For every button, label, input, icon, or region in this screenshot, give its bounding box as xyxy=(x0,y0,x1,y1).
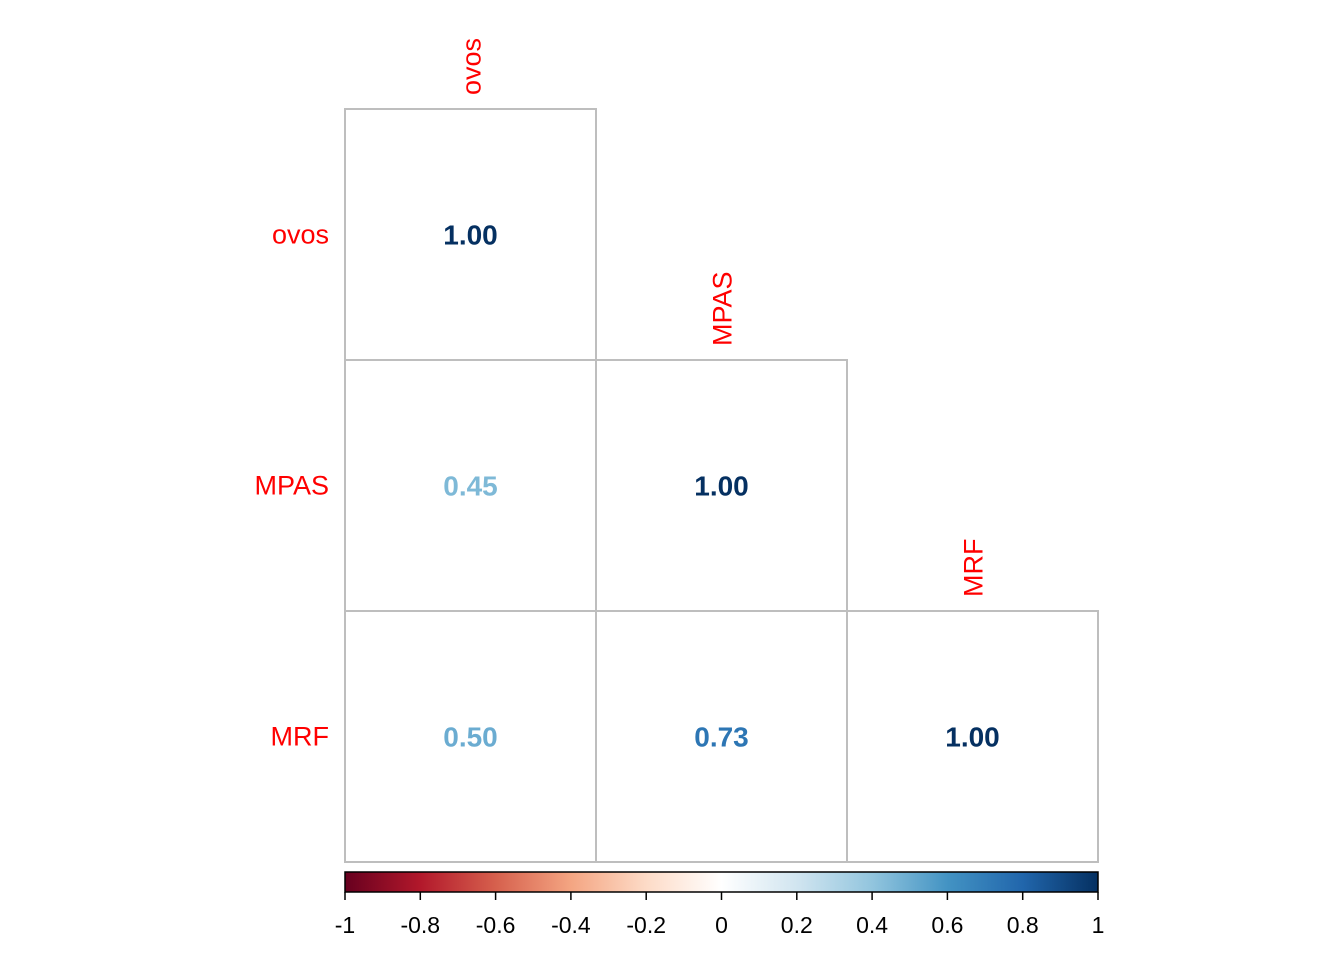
cell-value-label: 1.00 xyxy=(443,220,498,251)
column-label-mpas: MPAS xyxy=(708,271,738,346)
row-label-mrf: MRF xyxy=(271,722,329,752)
colorbar-tick-label: 0.6 xyxy=(931,912,963,938)
column-label-ovos: ovos xyxy=(457,38,487,95)
cell-value-label: 0.73 xyxy=(694,722,749,753)
colorbar-tick-label: -0.2 xyxy=(626,912,666,938)
colorbar-gradient xyxy=(345,872,1098,892)
correlation-grid: 1.00 0.45 1.00 0.50 0.73 1.00 xyxy=(345,109,1098,862)
colorbar-tick-label: 0.2 xyxy=(781,912,813,938)
colorbar: -1 -0.8 -0.6 -0.4 -0.2 0 0.2 0.4 0.6 0.8 1 xyxy=(335,872,1105,938)
cell-value-label: 1.00 xyxy=(945,722,1000,753)
colorbar-tick-label: 0.8 xyxy=(1007,912,1039,938)
colorbar-tick-label: -0.4 xyxy=(551,912,591,938)
colorbar-tick-label: -0.6 xyxy=(476,912,516,938)
colorbar-tick-label: -0.8 xyxy=(400,912,440,938)
cell-value-label: 0.50 xyxy=(443,722,498,753)
cell-value-label: 0.45 xyxy=(443,471,498,502)
cell-value-label: 1.00 xyxy=(694,471,749,502)
colorbar-tick-label: 1 xyxy=(1092,912,1105,938)
colorbar-tick-label: -1 xyxy=(335,912,355,938)
row-label-ovos: ovos xyxy=(272,220,329,250)
row-label-mpas: MPAS xyxy=(254,471,329,501)
column-label-mrf: MRF xyxy=(959,539,989,597)
colorbar-tick-label: 0.4 xyxy=(856,912,888,938)
colorbar-tick-label: 0 xyxy=(715,912,728,938)
